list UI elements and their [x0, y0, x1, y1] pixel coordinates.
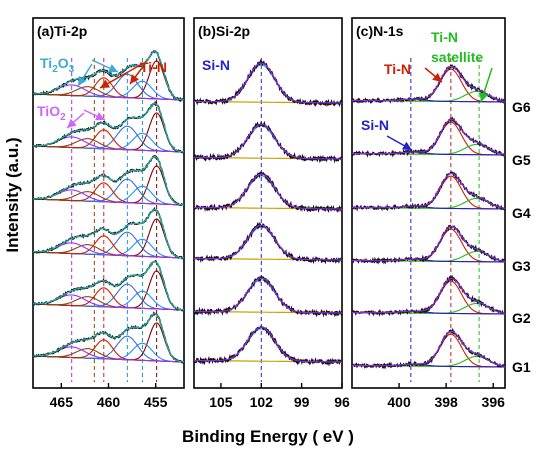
sample-labels: G6 G5 G4 G3 G2 G1: [512, 99, 531, 375]
sample-label: G5: [512, 152, 531, 168]
x-axis-label: Binding Energy ( eV ): [182, 427, 354, 446]
fit-envelope: [352, 65, 506, 102]
component-peak: [194, 279, 342, 314]
fit-envelope: [352, 172, 506, 209]
component-peak: [194, 226, 342, 261]
fit-envelope: [194, 224, 342, 261]
sample-label: G3: [512, 258, 531, 274]
panel-b-title: (b)Si-2p: [198, 23, 250, 39]
fit-envelope: [194, 326, 342, 363]
panel-ti-2p: (a)Ti-2p 465 460 455 Ti-N Ti2O3 TiO2: [32, 17, 185, 410]
sample-label: G1: [512, 359, 531, 375]
component-peak: [33, 136, 184, 153]
annot-ti2o3: Ti2O3: [40, 55, 75, 75]
fit-envelope: [33, 209, 184, 259]
x-tick-label: 96: [334, 394, 350, 410]
x-tick-label: 460: [97, 394, 121, 410]
fit-envelope: [352, 118, 506, 155]
x-tick-label: 455: [144, 394, 168, 410]
x-tick-label: 465: [50, 394, 74, 410]
annot-tio2: TiO2: [37, 103, 66, 123]
x-tick-label: 102: [250, 394, 274, 410]
panel-si-2p: (b)Si-2p 105 102 99 96 Si-N: [193, 17, 350, 410]
annot-ti-n-c: Ti-N: [384, 61, 411, 77]
panel-a-title: (a)Ti-2p: [37, 23, 87, 39]
y-axis-label: Intensity (a.u.): [3, 137, 22, 252]
annot-si-n-b: Si-N: [202, 57, 230, 73]
fit-envelope: [33, 261, 184, 311]
fit-envelope: [33, 156, 184, 206]
sample-label: G4: [512, 205, 531, 221]
x-tick-label: 398: [434, 394, 458, 410]
panel-n-1s: (c)N-1s 400 398 396 Ti-N Ti-N satellite Si…: [351, 17, 506, 410]
annot-arrows-a: [66, 59, 146, 129]
fit-envelope: [33, 313, 184, 363]
panel-c-title: (c)N-1s: [356, 23, 404, 39]
fit-envelope: [194, 123, 342, 160]
fit-envelope: [352, 225, 506, 262]
annot-si-n-c: Si-N: [361, 117, 389, 133]
annot-arrows-c: [386, 67, 493, 151]
annot-satellite: satellite: [431, 49, 483, 65]
panel-c-frame: [351, 17, 506, 389]
fit-envelope: [33, 103, 184, 153]
annot-ti-n-sat: Ti-N: [431, 29, 458, 45]
x-tick-label: 400: [387, 394, 411, 410]
sample-label: G2: [512, 310, 531, 326]
x-tick-label: 105: [209, 394, 233, 410]
sample-label: G6: [512, 99, 531, 115]
fit-envelope: [33, 51, 184, 101]
panel-b-frame: [193, 17, 343, 389]
data-curve: [193, 171, 343, 214]
fit-envelope: [194, 277, 342, 314]
x-tick-label: 396: [482, 394, 506, 410]
annot-ti-n-a: Ti-N: [140, 59, 167, 75]
x-tick-label: 99: [294, 394, 310, 410]
fit-envelope: [194, 173, 342, 210]
fit-envelope: [194, 62, 342, 104]
data-curve: [351, 327, 506, 370]
fit-envelope: [352, 330, 506, 367]
fit-envelope: [352, 277, 506, 314]
